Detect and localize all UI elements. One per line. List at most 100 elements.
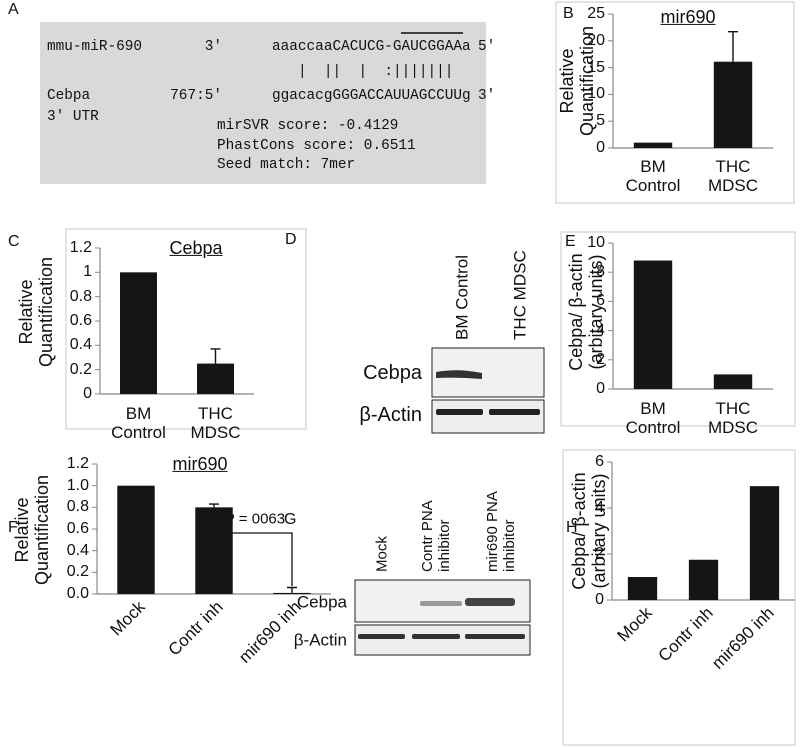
y-tick-label: 0.8 (66, 498, 89, 516)
blot-band (489, 409, 540, 415)
sequence: ggacacgGGGACCAUUAGCCUUg (272, 87, 471, 104)
score: Seed match: 7mer (217, 156, 356, 173)
significance-bracket (218, 532, 293, 586)
score: mirSVR score: -0.4129 (217, 117, 399, 134)
lane-label: THC MDSC (510, 250, 530, 340)
y-tick-label: 6 (596, 292, 605, 310)
blot-row-label: Cebpa (363, 361, 422, 384)
x-tick-label: THC MDSC (707, 157, 759, 196)
bar (273, 592, 311, 594)
error-bar (209, 503, 219, 508)
y-tick-label: 0.6 (66, 520, 89, 538)
blot-frame (354, 624, 531, 656)
sequence-end: 767:5' (170, 87, 222, 104)
bar (117, 485, 155, 594)
blot-band (465, 634, 525, 639)
y-axis-label: Cebpa/ β-actin (arbitary units) (568, 472, 609, 590)
blot-frame (431, 399, 545, 434)
y-tick-label: 1.0 (66, 476, 89, 494)
chart-border (555, 1, 795, 204)
chart-border (560, 231, 796, 427)
bar (749, 486, 780, 600)
y-tick-label: 0 (596, 380, 605, 398)
bar (688, 559, 719, 600)
lane-label: Mock (373, 536, 391, 572)
y-tick-label: 2 (595, 545, 604, 563)
y-tick-label: 0 (595, 591, 604, 609)
bar (195, 507, 233, 594)
panel-label: A (8, 1, 19, 19)
panel-label: F (8, 519, 18, 537)
y-tick-label: 0 (83, 385, 92, 403)
blot-band (358, 634, 405, 639)
panel-label: B (563, 5, 574, 23)
y-tick-label: 0.6 (69, 312, 92, 330)
blot-band (420, 601, 462, 606)
y-tick-label: 10 (587, 85, 605, 103)
y-tick-label: 2 (596, 350, 605, 368)
utr-note: 3' UTR (47, 108, 99, 125)
lane-label: Contr PNA inhibitor (419, 501, 453, 572)
chart-title: Cebpa (169, 237, 223, 258)
y-tick-label: 8 (596, 263, 605, 281)
y-tick-label: 25 (587, 5, 605, 23)
y-tick-label: 0.0 (66, 585, 89, 603)
y-tick-label: 0.2 (69, 360, 92, 378)
y-tick-label: 0.8 (69, 287, 92, 305)
y-tick-label: 0.4 (66, 541, 89, 559)
error-bar (728, 30, 738, 62)
chart-border (562, 449, 796, 746)
panel-label: C (8, 233, 20, 251)
y-tick-label: 1.2 (66, 455, 89, 473)
sequence-end: 3' (204, 38, 222, 55)
lane-label: BM Control (452, 254, 472, 340)
chart-border (65, 228, 307, 430)
score: PhastCons score: 0.6511 (217, 137, 416, 154)
y-tick-label: 20 (587, 31, 605, 49)
x-tick-label: BM Control (625, 157, 681, 196)
blot-band (436, 409, 483, 415)
y-tick-label: 4 (595, 499, 604, 517)
error-bar (210, 348, 221, 364)
panel-label: H (566, 519, 578, 537)
bar (713, 61, 753, 149)
alignment-box (40, 22, 486, 184)
bar (197, 363, 234, 394)
y-tick-label: 1.2 (69, 239, 92, 257)
bar (120, 272, 157, 394)
sequence-tail: 5' (478, 38, 496, 55)
x-tick-label: THC MDSC (190, 404, 241, 443)
y-tick-label: 10 (587, 234, 605, 252)
base-pairing: | || | :||||||| (298, 63, 454, 80)
panel-label: E (565, 233, 576, 251)
x-tick-label: BM Control (625, 399, 681, 438)
y-tick-label: 0 (596, 139, 605, 157)
y-tick-label: 0.2 (66, 563, 89, 581)
blot-row-label: β-Actin (359, 403, 422, 426)
annotation: P = 0063 (224, 510, 286, 528)
blot-band (465, 598, 515, 606)
blot-row-label: Cebpa (296, 592, 347, 612)
sequence: aaaccaaCACUCG-GAUCGGAAa (272, 38, 471, 55)
y-tick-label: 4 (596, 321, 605, 339)
blot-band (412, 634, 460, 639)
panel-label: G (284, 511, 297, 529)
blot-row-label: β-Actin (293, 630, 347, 650)
bar (627, 577, 658, 600)
x-tick-label: THC MDSC (707, 399, 759, 438)
y-tick-label: 15 (587, 58, 605, 76)
y-tick-label: 5 (596, 112, 605, 130)
sequence-tail: 3' (478, 87, 496, 104)
bar (713, 374, 753, 389)
sequence-name: mmu-miR-690 (47, 38, 142, 55)
y-tick-label: 6 (595, 453, 604, 471)
chart-title: mir690 (172, 453, 228, 474)
y-tick-label: 0.4 (69, 336, 92, 354)
x-tick-label: BM Control (111, 404, 166, 443)
bar (633, 142, 673, 148)
y-tick-label: 1 (83, 263, 92, 281)
blot-band (436, 370, 482, 379)
y-axis-label: Relative Quantification (15, 256, 56, 368)
